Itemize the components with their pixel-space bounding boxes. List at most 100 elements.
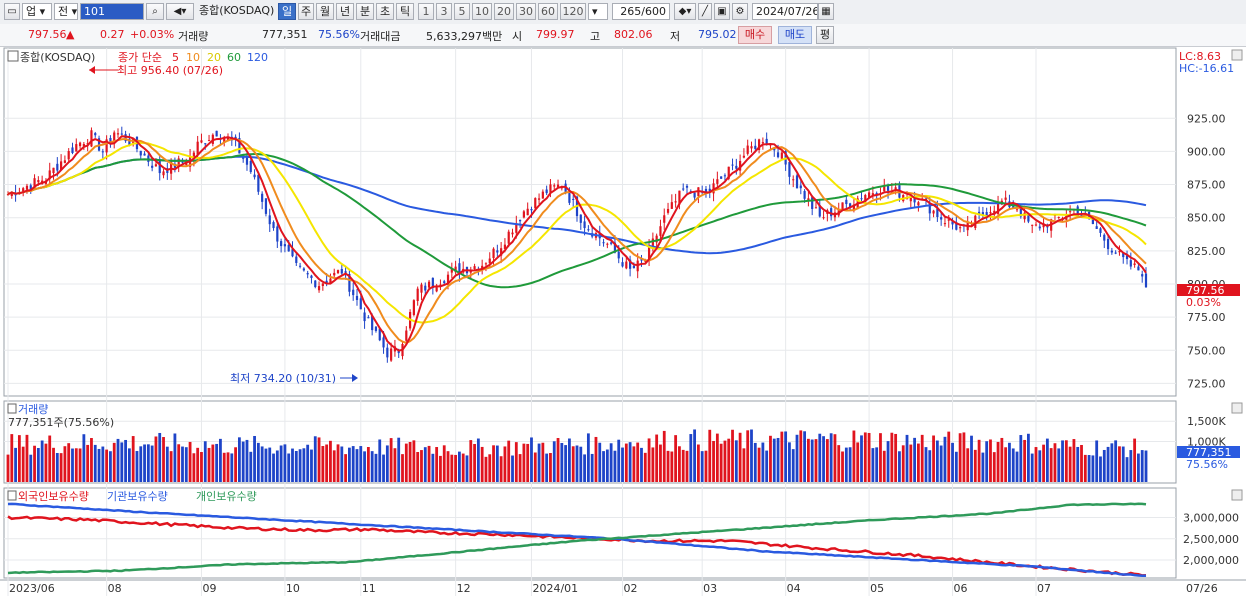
calendar-icon[interactable]: ▦	[818, 3, 834, 20]
interval-5-button[interactable]: 5	[454, 3, 470, 20]
volume-bar	[332, 450, 336, 482]
buy-button[interactable]: 매수	[738, 26, 772, 44]
volume-bar	[890, 432, 894, 482]
period-minute-button[interactable]: 분	[356, 3, 374, 20]
volume-bar	[970, 435, 973, 482]
price-tick-label: 725.00	[1187, 377, 1226, 390]
indicator-icon[interactable]: ◆▾	[674, 3, 696, 20]
eval-button[interactable]: 평	[816, 26, 834, 44]
candle-body	[613, 242, 617, 253]
volume-bar	[17, 435, 21, 482]
candle-body	[704, 188, 708, 193]
x-axis-label: 02	[624, 582, 638, 595]
candle-body	[989, 212, 992, 214]
candle-body	[727, 166, 730, 179]
chart-menu-icon[interactable]: ▭	[4, 3, 20, 20]
volume-bar	[951, 442, 954, 482]
holding-panel-collapse-icon[interactable]	[1231, 489, 1243, 501]
data-count-field[interactable]: 265/600	[612, 3, 670, 20]
volume-bar	[294, 451, 298, 482]
candle-body	[1144, 273, 1148, 288]
code-input[interactable]: 101	[80, 3, 144, 20]
volume-bar	[996, 441, 1000, 482]
max-annotation-text: 최고 956.40 (07/26)	[117, 64, 223, 77]
candle-body	[507, 231, 510, 244]
sell-button[interactable]: 매도	[778, 26, 812, 44]
volume-bar	[431, 453, 435, 482]
interval-60-button[interactable]: 60	[538, 3, 558, 20]
last-price-tag	[1177, 284, 1240, 296]
candle-body	[1019, 205, 1022, 217]
interval-dropdown[interactable]: ▾	[588, 3, 608, 20]
max-annotation: 최고 956.40 (07/26)	[89, 64, 223, 77]
legend-index-name: 종합(KOSDAQ)	[20, 51, 95, 64]
candle-body	[526, 208, 529, 216]
candle-body	[981, 212, 984, 216]
candle-body	[151, 165, 154, 168]
candle-body	[883, 186, 886, 192]
volume-panel-frame	[3, 400, 1177, 484]
search-icon[interactable]: ⌕	[146, 3, 164, 20]
interval-10-button[interactable]: 10	[472, 3, 492, 20]
speaker-icon[interactable]: ◀▾	[166, 3, 194, 20]
volume-panel-collapse-icon[interactable]	[1231, 402, 1243, 414]
volume-bar	[112, 442, 116, 482]
volume-bar	[272, 453, 275, 482]
save-icon[interactable]: ▣	[714, 3, 730, 20]
interval-120-button[interactable]: 120	[560, 3, 586, 20]
volume-bar	[473, 443, 476, 482]
volume-bar	[241, 441, 245, 482]
draw-tool-icon[interactable]: ╱	[698, 3, 712, 20]
candle-body	[412, 300, 415, 315]
volume-bar	[640, 447, 643, 482]
volume-bar	[541, 442, 545, 482]
date-field[interactable]: 2024/07/26	[752, 3, 818, 20]
candle-body	[488, 258, 491, 264]
legend-box-icon[interactable]	[7, 50, 19, 62]
institution-holding-line	[7, 502, 1147, 578]
volume-bar	[1118, 446, 1121, 482]
volume-bar	[803, 431, 806, 482]
interval-3-button[interactable]: 3	[436, 3, 452, 20]
period-week-button[interactable]: 주	[298, 3, 314, 20]
interval-1-button[interactable]: 1	[418, 3, 434, 20]
volume-bar	[25, 434, 29, 482]
period-year-button[interactable]: 년	[336, 3, 354, 20]
interval-30-button[interactable]: 30	[516, 3, 536, 20]
candle-body	[1076, 206, 1079, 218]
volume-bar	[158, 432, 162, 482]
candle-body	[185, 162, 188, 165]
market-select[interactable]: 업 ▾	[22, 3, 52, 20]
period-tick-button[interactable]: 틱	[396, 3, 414, 20]
volume-bar	[784, 431, 788, 482]
volume-bar	[279, 445, 283, 482]
volume-bar	[226, 452, 230, 482]
candle-body	[860, 198, 863, 200]
volume-bar	[1106, 446, 1110, 482]
volume-bar	[105, 449, 109, 482]
volume-bar	[909, 444, 913, 482]
period-month-button[interactable]: 월	[316, 3, 334, 20]
price-panel-collapse-icon[interactable]	[1231, 49, 1243, 61]
holding-legend-box-icon[interactable]	[7, 490, 17, 501]
interval-20-button[interactable]: 20	[494, 3, 514, 20]
volume-bar	[21, 446, 25, 482]
candle-body	[503, 244, 507, 249]
volume-bar	[579, 446, 583, 482]
volume-bar	[317, 437, 321, 482]
low-value: 795.02	[698, 28, 737, 41]
volume-bar	[613, 450, 617, 482]
candle-body	[363, 312, 366, 322]
x-axis-label: 2023/06	[9, 582, 55, 595]
gear-icon[interactable]: ⚙	[732, 3, 748, 20]
volume-legend-box-icon[interactable]	[7, 403, 17, 414]
y-axis-ticks: 925.00900.00875.00850.00825.00800.00775.…	[1183, 112, 1239, 567]
volume-bar	[605, 449, 609, 482]
volume-bar	[359, 446, 363, 482]
market2-select[interactable]: 전 ▾	[54, 3, 78, 20]
candle-body	[610, 242, 613, 244]
lc-label: LC:8.63	[1179, 50, 1221, 63]
period-second-button[interactable]: 초	[376, 3, 394, 20]
period-day-button[interactable]: 일	[278, 3, 296, 20]
volume-bar	[196, 447, 200, 482]
